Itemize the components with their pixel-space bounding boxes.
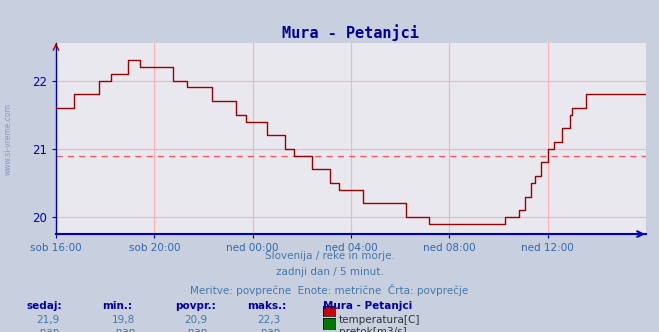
Text: Mura - Petanjci: Mura - Petanjci [323, 301, 412, 311]
Text: 21,9: 21,9 [36, 315, 59, 325]
Text: min.:: min.: [102, 301, 132, 311]
Text: Meritve: povprečne  Enote: metrične  Črta: povprečje: Meritve: povprečne Enote: metrične Črta:… [190, 284, 469, 296]
Text: -nan: -nan [112, 327, 135, 332]
Text: Slovenija / reke in morje.: Slovenija / reke in morje. [264, 251, 395, 261]
Text: temperatura[C]: temperatura[C] [339, 315, 420, 325]
Text: -nan: -nan [185, 327, 208, 332]
Text: -nan: -nan [36, 327, 59, 332]
Text: 22,3: 22,3 [257, 315, 280, 325]
Text: zadnji dan / 5 minut.: zadnji dan / 5 minut. [275, 267, 384, 277]
Text: 19,8: 19,8 [112, 315, 135, 325]
Text: maks.:: maks.: [247, 301, 287, 311]
Text: -nan: -nan [257, 327, 280, 332]
Text: povpr.:: povpr.: [175, 301, 215, 311]
Title: Mura - Petanjci: Mura - Petanjci [283, 24, 419, 41]
Text: 20,9: 20,9 [185, 315, 208, 325]
Text: pretok[m3/s]: pretok[m3/s] [339, 327, 407, 332]
Text: www.si-vreme.com: www.si-vreme.com [4, 104, 13, 175]
Text: sedaj:: sedaj: [26, 301, 62, 311]
